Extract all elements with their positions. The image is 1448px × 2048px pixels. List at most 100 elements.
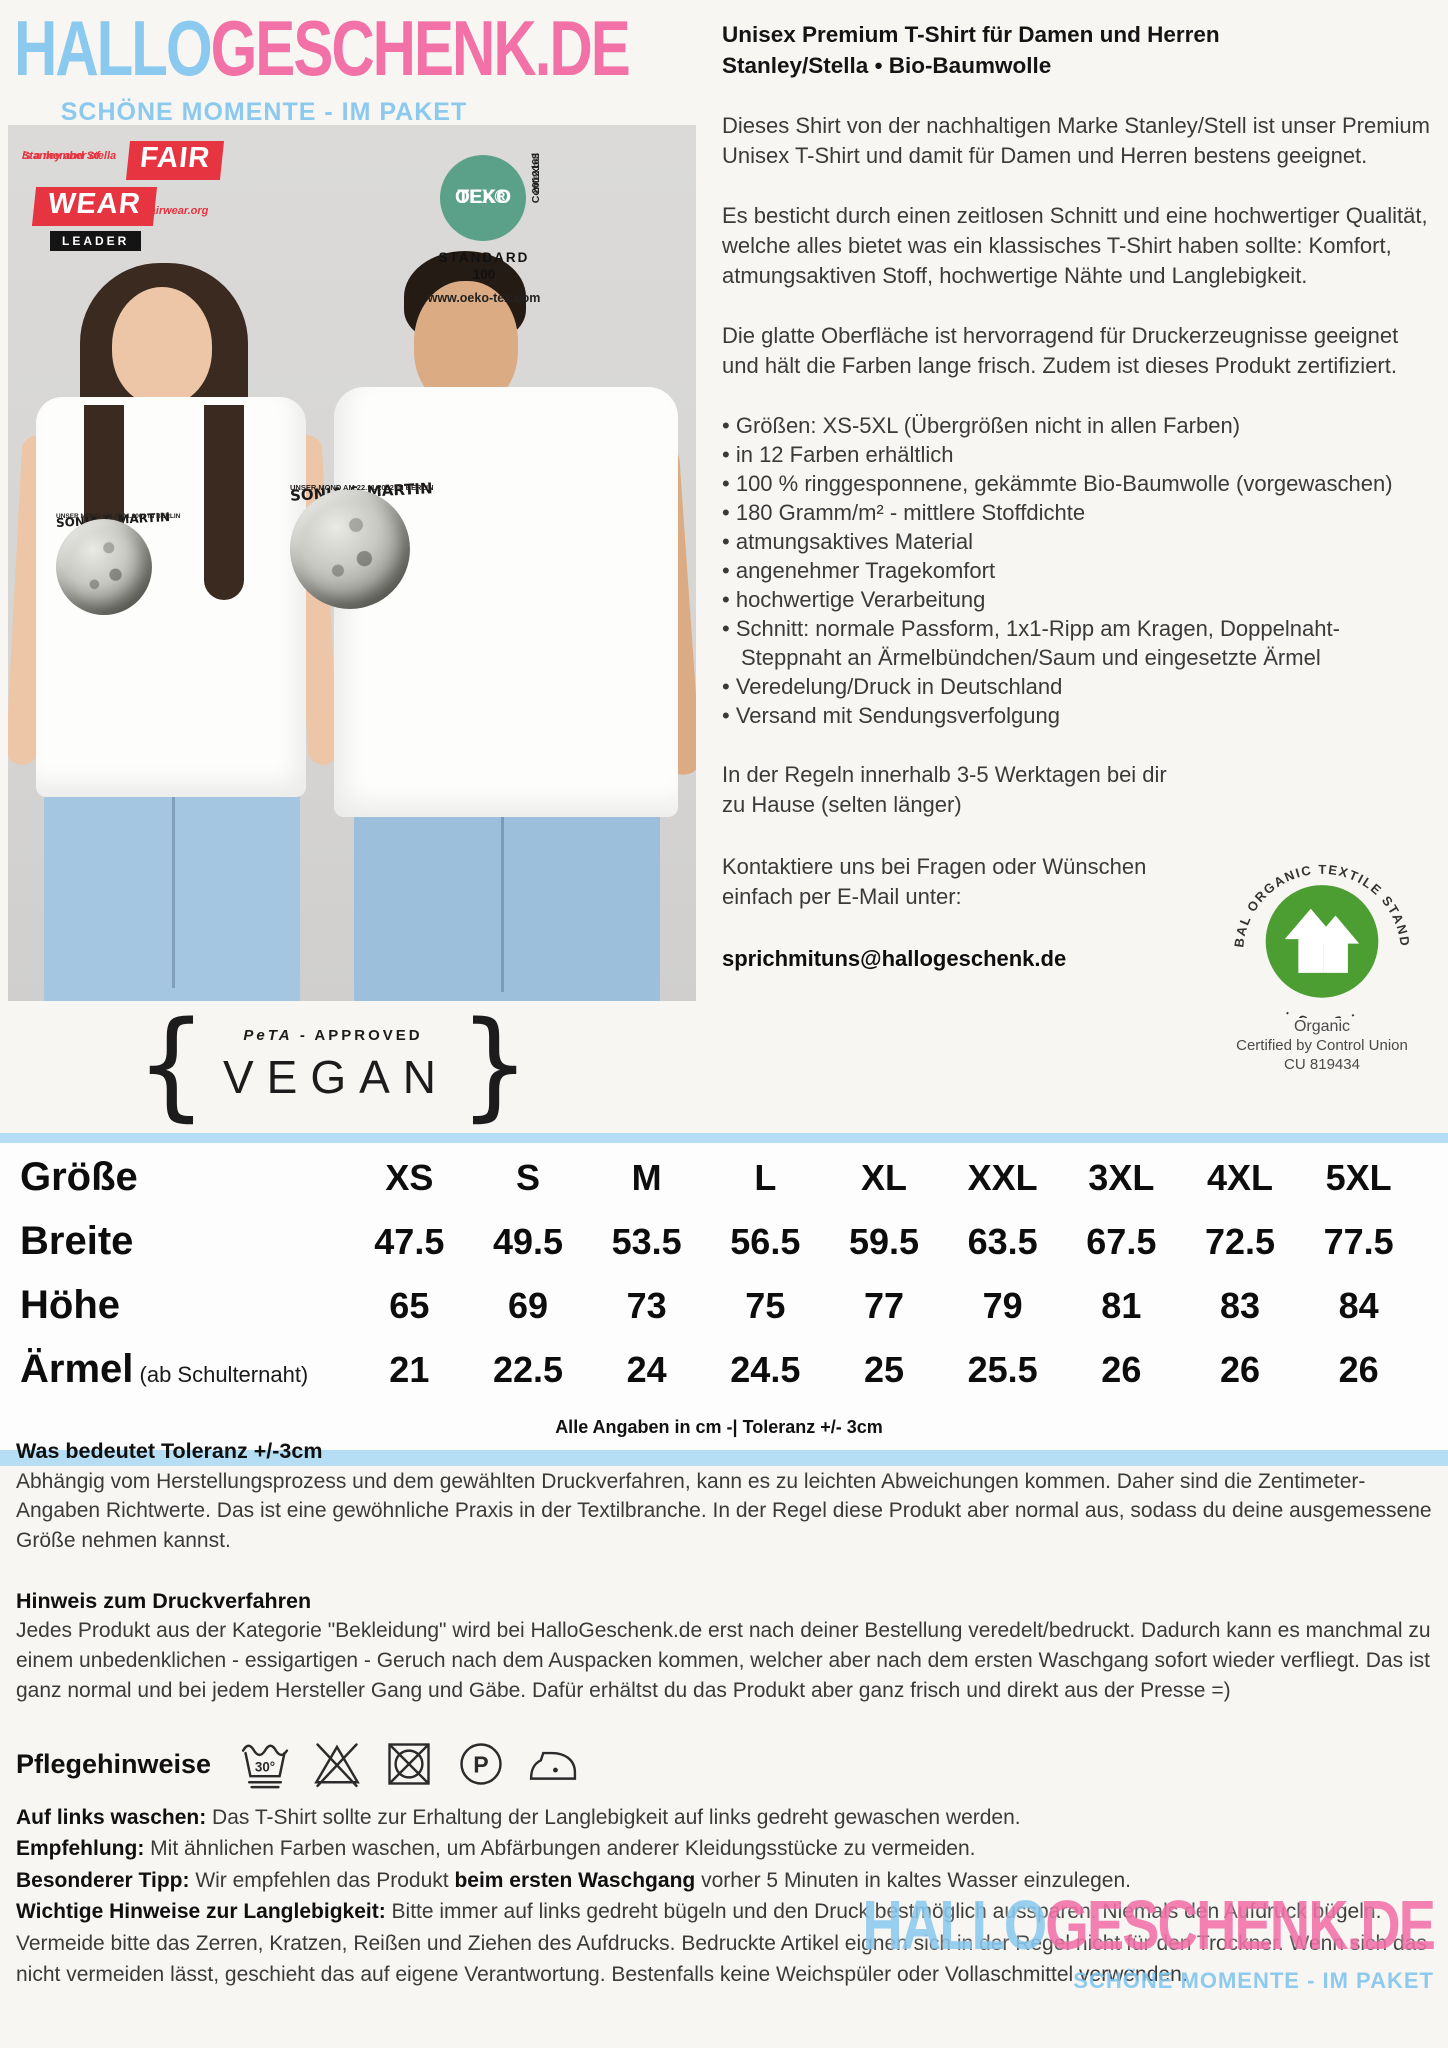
- fairwear-badge: Stanley and Stella is a member of FAIR W…: [22, 141, 232, 253]
- feature-item: Schnitt: normale Passform, 1x1-Ripp am K…: [722, 614, 1434, 672]
- gots-certifier-text: Certified by Control Union: [1236, 1037, 1408, 1054]
- size-header: M: [631, 1157, 662, 1198]
- fairwear-leader-box: LEADER: [50, 231, 142, 251]
- aermel-value: 25.5: [967, 1349, 1038, 1390]
- info-sections: Was bedeutet Toleranz +/-3cm Abhängig vo…: [0, 1436, 1448, 1991]
- watermark-logo-text: HALLOGESCHENK.DE: [862, 1889, 1436, 1960]
- gots-badge: GLOBAL ORGANIC TEXTILE STANDARD · GOTS ·…: [1208, 828, 1436, 1075]
- aermel-value: 26: [1338, 1349, 1379, 1390]
- care-line: Empfehlung: Mit ähnlichen Farben waschen…: [16, 1833, 1432, 1865]
- vegan-text: VEGAN: [222, 1050, 450, 1103]
- product-title-line2: Stanley/Stella • Bio-Baumwolle: [722, 52, 1052, 78]
- hoehe-value: 65: [389, 1285, 430, 1326]
- hoehe-value: 81: [1101, 1285, 1142, 1326]
- print-caption-text: UNSER MOND AM 22.11.2002 IN BERLIN: [290, 483, 434, 492]
- aermel-value: 26: [1101, 1349, 1142, 1390]
- description-paragraph: Es besticht durch einen zeitlosen Schnit…: [722, 203, 1428, 288]
- aermel-value: 26: [1219, 1349, 1261, 1390]
- gots-logo-icon: GLOBAL ORGANIC TEXTILE STANDARD · GOTS ·: [1209, 828, 1411, 1031]
- tolerance-section: Was bedeutet Toleranz +/-3cm Abhängig vo…: [16, 1436, 1432, 1556]
- care-line: Wichtige Hinweise zur Langlebigkeit: Bit…: [16, 1896, 1432, 1991]
- iron-icon: [529, 1751, 577, 1780]
- size-header: 3XL: [1088, 1157, 1155, 1198]
- breite-value: 63.5: [967, 1221, 1038, 1262]
- gots-cert-number: CU 819434: [1284, 1055, 1360, 1073]
- print-note-section: Hinweis zum Druckverfahren Jedes Produkt…: [16, 1586, 1432, 1706]
- table-row-aermel: Ärmel (ab Schulternaht) 21 22.5 24 24.5 …: [20, 1347, 1418, 1411]
- aermel-label-suffix: (ab Schulternaht): [133, 1362, 309, 1387]
- dry-clean-p-icon: P: [460, 1743, 502, 1785]
- brand-logo-hallo: HALLO: [14, 4, 213, 92]
- hoehe-value: 75: [745, 1285, 786, 1326]
- oekotex-cert-institute: Centexbel: [530, 153, 542, 204]
- size-header: L: [754, 1157, 777, 1198]
- row-label-breite: Breite: [20, 1219, 134, 1263]
- size-table: Größe XS S M L XL XXL 3XL 4XL 5XL Breite…: [0, 1133, 1448, 1466]
- fairwear-fair-box: FAIR: [125, 141, 225, 180]
- peta-vegan-badge: { PeTA - APPROVED VEGAN }: [136, 1004, 531, 1126]
- tolerance-heading: Was bedeutet Toleranz +/-3cm: [16, 1439, 323, 1463]
- hoehe-value: 79: [982, 1285, 1023, 1326]
- size-table-body: Größe XS S M L XL XXL 3XL 4XL 5XL Breite…: [0, 1143, 1448, 1450]
- brand-logo-geschenk: GESCHENK.DE: [210, 4, 631, 92]
- hoehe-value: 73: [626, 1285, 667, 1326]
- product-photo: SONJA & MARTIN UNSER MOND AM 22.11.2002 …: [8, 125, 696, 1001]
- size-header: S: [515, 1157, 540, 1198]
- breite-value: 72.5: [1204, 1221, 1276, 1262]
- size-header: XXL: [967, 1157, 1038, 1198]
- moon-graphic: [56, 519, 152, 615]
- care-line-label: Empfehlung:: [16, 1837, 145, 1861]
- man-face: [414, 281, 518, 407]
- feature-list: Größen: XS-5XL (Übergrößen nicht in alle…: [722, 411, 1434, 730]
- breite-value: 56.5: [730, 1221, 801, 1262]
- care-line: Besonderer Tipp: Wir empfehlen das Produ…: [16, 1865, 1432, 1897]
- contact-info: Kontaktiere uns bei Fragen oder Wünschen…: [722, 853, 1147, 909]
- care-instructions-row: Pflegehinweise 30°: [16, 1736, 1432, 1792]
- size-header: XL: [860, 1157, 907, 1198]
- hoehe-value: 77: [863, 1285, 905, 1326]
- row-label-aermel: Ärmel (ab Schulternaht): [20, 1347, 350, 1392]
- care-line-bold: beim ersten Waschgang: [454, 1868, 696, 1892]
- brand-logo-text: HALLOGESCHENK.DE: [14, 9, 631, 88]
- care-heading: Pflegehinweise: [16, 1748, 212, 1779]
- breite-value: 53.5: [611, 1221, 682, 1262]
- fairwear-url: fairwear.org: [146, 205, 209, 217]
- hoehe-value: 69: [507, 1285, 549, 1326]
- care-line-label: Auf links waschen:: [16, 1805, 207, 1829]
- care-line: Auf links waschen: Das T-Shirt sollte zu…: [16, 1802, 1432, 1834]
- table-row-breite: Breite 47.5 49.5 53.5 56.5 59.5 63.5 67.…: [20, 1219, 1418, 1283]
- fairwear-member-line1: Stanley and Stella: [22, 150, 117, 162]
- feature-item: hochwertige Verarbeitung: [722, 585, 1434, 614]
- description-paragraph: Die glatte Oberfläche ist hervorragend f…: [722, 322, 1399, 378]
- man-tshirt: [334, 387, 678, 817]
- description-column: Unisex Premium T-Shirt für Damen und Her…: [722, 20, 1434, 973]
- size-header: 4XL: [1206, 1157, 1273, 1198]
- man-jeans: [354, 793, 660, 1001]
- breite-value: 77.5: [1323, 1221, 1394, 1262]
- watermark-geschenk: GESCHENK.DE: [1045, 1885, 1436, 1964]
- do-not-bleach-icon: [314, 1743, 360, 1788]
- watermark-hallo: HALLO: [862, 1885, 1047, 1964]
- care-line-text: Das T-Shirt sollte zur Erhaltung der Lan…: [206, 1805, 1021, 1829]
- feature-item: in 12 Farben erhältlich: [722, 440, 1434, 469]
- feature-item: 180 Gramm/m² - mittlere Stoffdichte: [722, 498, 1434, 527]
- print-note-body: Jedes Produkt aus der Kategorie "Bekleid…: [16, 1619, 1431, 1703]
- care-line-post: vorher 5 Minuten in kaltes Wasser einzul…: [695, 1868, 1132, 1892]
- oekotex-oeko-text: OEKO: [455, 187, 511, 209]
- brace-right-icon: }: [459, 996, 531, 1134]
- table-row-sizes: Größe XS S M L XL XXL 3XL 4XL 5XL: [20, 1155, 1418, 1219]
- description-paragraph: Dieses Shirt von der nachhaltigen Marke …: [722, 113, 1430, 169]
- care-icons: 30° P: [237, 1736, 581, 1792]
- print-note-heading: Hinweis zum Druckverfahren: [16, 1588, 312, 1613]
- peta-approved-line: PeTA - APPROVED: [217, 1027, 449, 1044]
- feature-item: 100 % ringgesponnene, gekämmte Bio-Baumw…: [722, 469, 1434, 498]
- gots-captions: Organic Certified by Control Union CU 81…: [1208, 1017, 1436, 1075]
- breite-value: 49.5: [492, 1221, 564, 1262]
- wash-30-icon: 30°: [241, 1744, 289, 1789]
- care-line-label: Besonderer Tipp:: [16, 1868, 190, 1892]
- aermel-value: 22.5: [492, 1349, 564, 1390]
- aermel-value: 21: [389, 1349, 430, 1390]
- care-line-text: Mit ähnlichen Farben waschen, um Abfärbu…: [144, 1837, 976, 1861]
- row-label-hoehe: Höhe: [20, 1283, 120, 1327]
